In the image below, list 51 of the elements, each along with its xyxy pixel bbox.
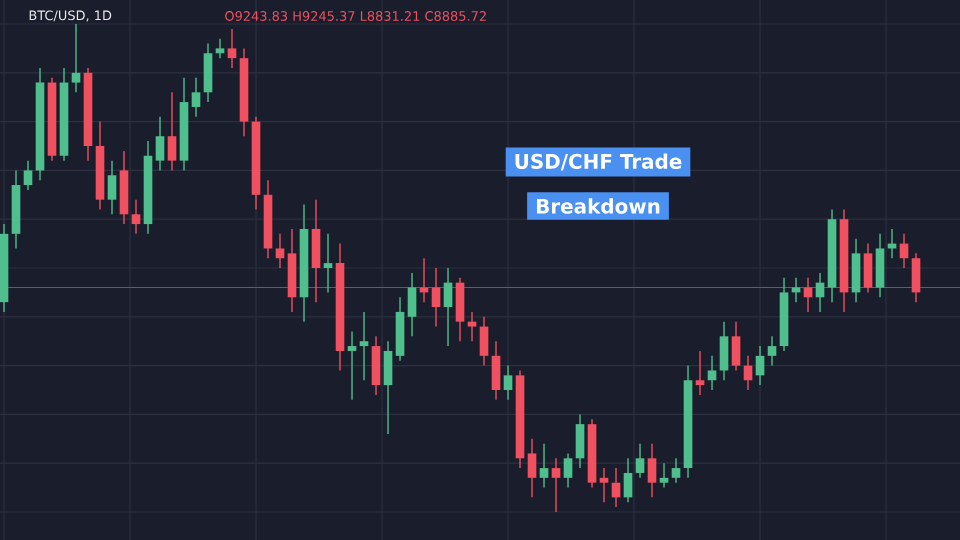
candlestick (491, 340, 501, 401)
candlestick (395, 296, 405, 362)
candlestick (863, 242, 873, 294)
candlestick (755, 345, 765, 386)
candlestick (287, 228, 297, 313)
candlestick (71, 23, 81, 94)
candlestick (575, 413, 585, 469)
candlestick (527, 438, 537, 499)
candlestick (203, 42, 213, 103)
candlestick (467, 311, 477, 342)
candlestick (767, 335, 777, 367)
candlestick (635, 442, 645, 479)
candlestick (119, 150, 129, 225)
candlestick (167, 91, 177, 172)
candlestick (347, 330, 357, 401)
candlestick (479, 316, 489, 367)
candlestick (671, 457, 681, 484)
candlestick (323, 233, 333, 294)
candlestick (407, 272, 417, 338)
candlestick (563, 452, 573, 489)
candlestick (107, 159, 117, 216)
candlestick (551, 457, 561, 513)
candlestick (311, 198, 321, 303)
candlestick (647, 442, 657, 499)
candlestick (443, 267, 453, 347)
candlestick (659, 462, 669, 489)
candlestick (707, 355, 717, 391)
candlestick (371, 335, 381, 396)
candlestick (851, 238, 861, 303)
candlestick (731, 320, 741, 372)
candlestick (215, 37, 225, 59)
candlestick (275, 233, 285, 269)
candlestick (431, 267, 441, 328)
candlestick (23, 159, 33, 191)
candlestick (875, 233, 885, 298)
text: Breakdown (536, 198, 660, 214)
candlestick (599, 467, 609, 503)
candlestick (383, 340, 393, 435)
candlestick (911, 252, 921, 303)
candlestick (719, 320, 729, 381)
candlestick (695, 350, 705, 396)
text: USD/CHF Trade (515, 153, 682, 171)
candlestick (539, 442, 549, 489)
candlestick (623, 457, 633, 503)
candlestick (455, 277, 465, 342)
candlestick (191, 76, 201, 118)
candlestick (359, 311, 369, 381)
candlestick (155, 116, 165, 172)
candlestick (227, 28, 237, 69)
candlestick (131, 198, 141, 235)
candlestick (503, 364, 513, 401)
